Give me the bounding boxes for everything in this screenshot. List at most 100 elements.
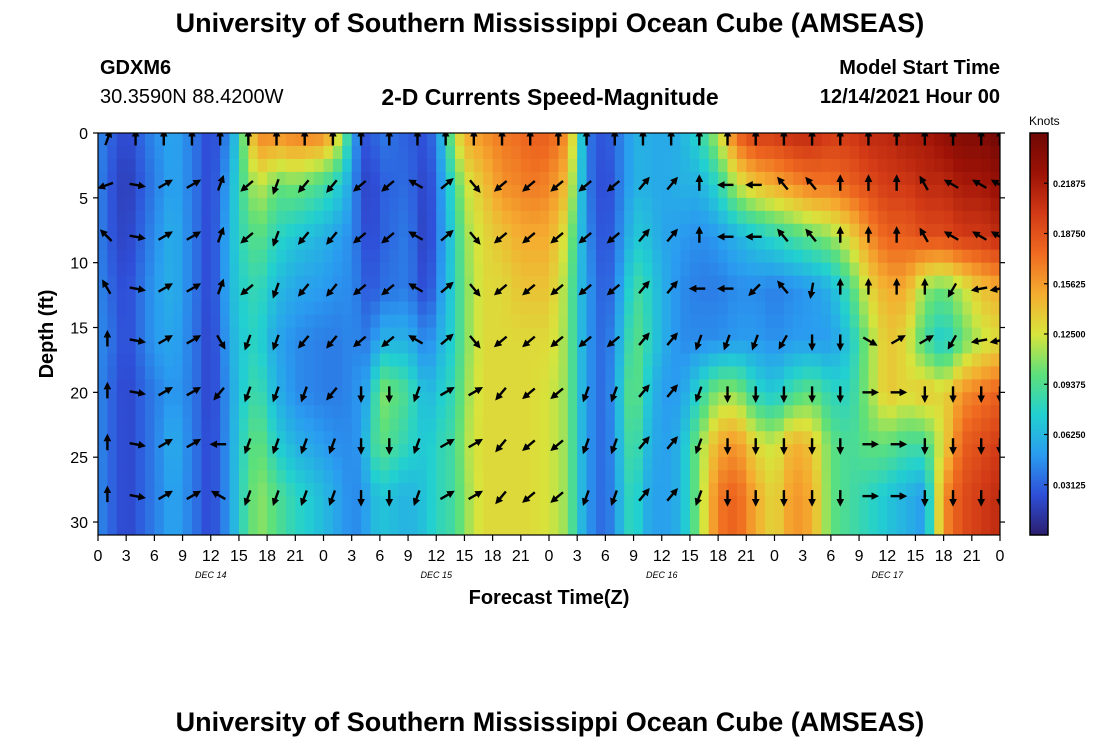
x-tick-label: 18: [709, 548, 727, 565]
heatmap-cell: [661, 366, 672, 380]
heatmap-cell: [408, 301, 419, 316]
heatmap-cell: [502, 249, 513, 264]
heatmap-cell: [398, 249, 409, 264]
heatmap-cell: [661, 262, 672, 277]
heatmap-cell: [812, 418, 823, 432]
heatmap-cell: [285, 133, 296, 147]
heatmap-cell: [464, 158, 475, 173]
heatmap-cell: [436, 509, 447, 523]
heatmap-cell: [990, 262, 1000, 277]
heatmap-cell: [868, 444, 879, 458]
heatmap-cell: [934, 431, 945, 445]
heatmap-cell: [924, 223, 935, 238]
heatmap-cell: [248, 418, 259, 432]
current-vector: [469, 179, 481, 194]
heatmap-cell: [436, 262, 447, 277]
heatmap-cell: [455, 483, 466, 497]
heatmap-cell: [483, 509, 494, 523]
heatmap-cell: [445, 418, 456, 432]
heatmap-cell: [614, 340, 625, 355]
heatmap-cell: [370, 444, 381, 458]
heatmap-cell: [736, 133, 747, 147]
heatmap-cell: [379, 314, 390, 329]
heatmap-cell: [389, 418, 400, 432]
heatmap-cell: [98, 288, 108, 303]
heatmap-cell: [191, 444, 202, 458]
heatmap-cell: [868, 457, 879, 471]
heatmap-cell: [502, 457, 513, 471]
heatmap-cell: [408, 197, 419, 212]
heatmap-cell: [802, 210, 813, 225]
heatmap-cell: [783, 236, 794, 251]
heatmap-cell: [633, 288, 644, 303]
heatmap-cell: [755, 301, 766, 316]
heatmap-cell: [605, 133, 616, 147]
heatmap-cell: [971, 301, 982, 316]
heatmap-cell: [539, 314, 550, 329]
heatmap-cell: [802, 431, 813, 445]
heatmap-cell: [887, 301, 898, 316]
heatmap-cell: [257, 223, 268, 238]
heatmap-cell: [116, 431, 127, 445]
heatmap-cell: [915, 496, 926, 510]
y-tick-label: 5: [79, 191, 88, 208]
heatmap-cell: [718, 210, 729, 225]
heatmap-cell: [953, 340, 964, 355]
heatmap-cell: [502, 366, 513, 380]
heatmap-cell: [746, 418, 757, 432]
heatmap-cell: [718, 366, 729, 380]
heatmap-cell: [163, 431, 174, 445]
heatmap-cell: [699, 366, 710, 380]
heatmap-cell: [849, 522, 860, 535]
heatmap-cell: [840, 249, 851, 264]
heatmap-cell: [295, 249, 306, 264]
heatmap-cell: [793, 184, 804, 199]
heatmap-cell: [455, 327, 466, 342]
heatmap-cell: [981, 340, 992, 355]
heatmap-cell: [379, 444, 390, 458]
colorbar-tick-label: 0.12500: [1053, 330, 1086, 340]
heatmap-cell: [144, 431, 155, 445]
heatmap-cell: [680, 379, 691, 393]
current-vector: [271, 178, 280, 195]
heatmap-cell: [182, 379, 193, 393]
heatmap-cell: [577, 158, 588, 173]
heatmap-cell: [98, 262, 108, 277]
heatmap-cell: [652, 301, 663, 316]
heatmap-cell: [549, 405, 559, 419]
heatmap-cell: [417, 470, 428, 484]
heatmap-cell: [915, 197, 926, 212]
heatmap-cell: [492, 405, 503, 419]
current-vector: [493, 335, 508, 348]
heatmap-cell: [624, 405, 635, 419]
heatmap-cell: [915, 145, 926, 160]
heatmap-cell: [342, 327, 353, 342]
heatmap-cell: [962, 171, 973, 186]
heatmap-cell: [962, 392, 973, 406]
heatmap-cell: [924, 392, 935, 406]
heatmap-cell: [746, 223, 757, 238]
heatmap-cell: [962, 288, 973, 303]
heatmap-cell: [473, 444, 484, 458]
heatmap-cell: [755, 314, 766, 329]
heatmap-cell: [361, 496, 372, 510]
heatmap-cell: [511, 379, 522, 393]
heatmap-cell: [877, 392, 888, 406]
heatmap-cell: [887, 379, 898, 393]
heatmap-cell: [314, 145, 325, 160]
heatmap-cell: [765, 184, 776, 199]
current-vector: [297, 231, 310, 245]
heatmap-cell: [220, 431, 231, 445]
x-tick-label: 0: [94, 548, 103, 565]
heatmap-cell: [708, 223, 719, 238]
y-tick-label: 30: [70, 515, 88, 532]
heatmap-cell: [389, 483, 400, 497]
heatmap-cell: [98, 301, 108, 316]
heatmap-cell: [746, 509, 757, 523]
heatmap-cell: [408, 366, 419, 380]
heatmap-cell: [379, 145, 390, 160]
heatmap-cell: [755, 509, 766, 523]
heatmap-cell: [445, 405, 456, 419]
heatmap-cell: [793, 496, 804, 510]
heatmap-cell: [793, 275, 804, 290]
